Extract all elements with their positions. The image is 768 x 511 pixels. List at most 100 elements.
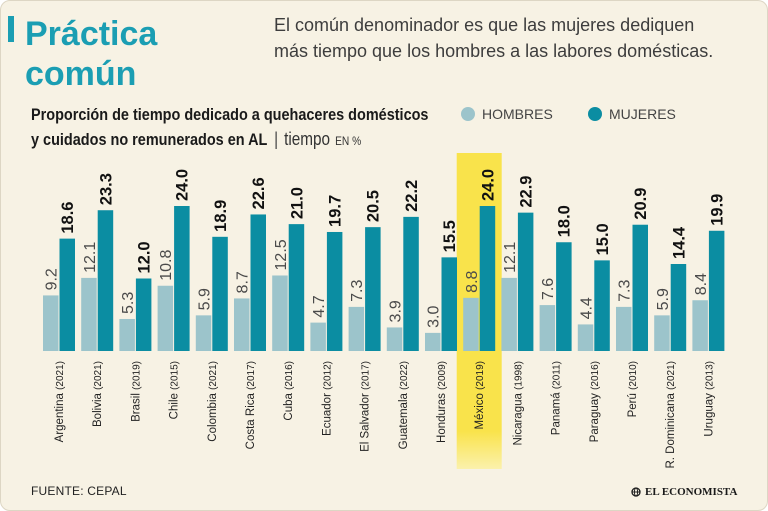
bar-group-mexico: 8.8 24.0 México (2019) bbox=[463, 169, 497, 430]
bar-hombres-el-salvador bbox=[348, 306, 365, 351]
bar-hombres-peru bbox=[616, 306, 632, 351]
bar-group-peru: 7.3 20.9 Perú (2010) bbox=[616, 188, 650, 417]
bar-mujeres-costa-rica bbox=[250, 214, 266, 351]
bar-mujeres-uruguay bbox=[708, 230, 725, 351]
country-year: (2017) bbox=[361, 361, 372, 390]
value-label-mujeres-uruguay: 19.9 bbox=[708, 194, 726, 226]
bar-group-uruguay: 8.4 19.9 Uruguay (2013) bbox=[692, 194, 726, 437]
bar-mujeres-r-dominicana bbox=[670, 264, 687, 351]
unit-label: tiempo bbox=[284, 129, 331, 149]
value-label-mujeres-r-dominicana: 14.4 bbox=[670, 226, 688, 259]
value-label-hombres-brasil: 5.3 bbox=[120, 292, 137, 314]
bar-group-el-salvador: 7.3 20.5 El Salvador (2017) bbox=[348, 190, 383, 452]
bar-mujeres-paraguay bbox=[594, 260, 610, 351]
bar-group-honduras: 3.0 15.5 Honduras (2009) bbox=[425, 220, 459, 443]
country-label-r-dominicana: R. Dominicana (2021) bbox=[665, 361, 677, 469]
page-title-line-2: común bbox=[25, 55, 137, 93]
bar-hombres-argentina bbox=[43, 295, 59, 351]
bar-group-costa-rica: 8.7 22.6 Costa Rica (2017) bbox=[234, 177, 268, 449]
bar-hombres-uruguay bbox=[692, 300, 708, 351]
country-name: Cuba bbox=[283, 390, 295, 421]
country-year: (2021) bbox=[55, 361, 66, 390]
country-year: (2017) bbox=[246, 361, 257, 390]
bar-hombres-cuba bbox=[272, 275, 288, 351]
bar-mujeres-colombia bbox=[212, 236, 228, 351]
country-year: (2013) bbox=[704, 361, 715, 390]
chart-title-line-1: Proporción de tiempo dedicado a quehacer… bbox=[31, 105, 429, 124]
subtitle-line-1: El común denominador es que las mujeres … bbox=[274, 15, 695, 35]
country-label-el-salvador: El Salvador (2017) bbox=[360, 361, 372, 452]
value-label-hombres-argentina: 9.2 bbox=[44, 268, 61, 290]
value-label-hombres-guatemala: 3.9 bbox=[387, 300, 404, 322]
country-name: Perú bbox=[627, 390, 639, 418]
country-label-honduras: Honduras (2009) bbox=[436, 361, 448, 443]
bar-mujeres-ecuador bbox=[326, 231, 343, 351]
country-year: (2015) bbox=[170, 361, 181, 390]
country-year: (2021) bbox=[666, 361, 677, 390]
bar-mujeres-guatemala bbox=[403, 216, 419, 351]
country-label-guatemala: Guatemala (2022) bbox=[398, 361, 410, 449]
country-name: Argentina bbox=[54, 390, 66, 442]
value-label-hombres-cuba: 12.5 bbox=[273, 239, 290, 270]
value-label-mujeres-nicaragua: 22.9 bbox=[517, 176, 535, 208]
bar-mujeres-cuba bbox=[288, 224, 305, 351]
bar-group-paraguay: 4.4 15.0 Paraguay (2016) bbox=[577, 223, 612, 442]
country-year: (1998) bbox=[513, 361, 524, 390]
country-year: (2016) bbox=[284, 361, 295, 390]
country-label-mexico: México (2019) bbox=[474, 361, 486, 430]
value-label-mujeres-cuba: 21.0 bbox=[288, 187, 306, 219]
value-label-mujeres-guatemala: 22.2 bbox=[403, 180, 421, 212]
country-name: Panamá bbox=[551, 389, 563, 435]
value-label-hombres-ecuador: 4.7 bbox=[311, 295, 328, 317]
bar-hombres-bolivia bbox=[81, 277, 97, 351]
bar-hombres-chile bbox=[157, 285, 174, 351]
el-economista-logo: EL ECONOMISTA bbox=[631, 485, 737, 499]
country-label-panama: Panamá (2011) bbox=[551, 361, 563, 435]
country-year: (2021) bbox=[93, 361, 104, 390]
bar-hombres-r-dominicana bbox=[654, 315, 670, 351]
bar-mujeres-mexico bbox=[479, 206, 496, 351]
country-label-cuba: Cuba (2016) bbox=[283, 361, 295, 421]
subtitle-line-2: más tiempo que los hombres a las labores… bbox=[274, 41, 714, 61]
country-name: Uruguay bbox=[703, 390, 715, 437]
unit-separator: | bbox=[274, 129, 279, 149]
country-year: (2019) bbox=[475, 361, 486, 390]
country-name: Brasil bbox=[130, 390, 142, 422]
value-label-hombres-mexico: 8.8 bbox=[464, 270, 481, 292]
chart-title-line-2-text: y cuidados no remunerados en AL bbox=[31, 130, 268, 149]
bar-group-chile: 10.8 24.0 Chile (2015) bbox=[157, 169, 192, 419]
value-label-mujeres-paraguay: 15.0 bbox=[594, 223, 612, 255]
country-name: Ecuador bbox=[321, 390, 333, 436]
bar-hombres-colombia bbox=[195, 315, 212, 351]
bar-group-r-dominicana: 5.9 14.4 R. Dominicana (2021) bbox=[654, 226, 688, 469]
bar-mujeres-chile bbox=[174, 206, 190, 351]
country-label-argentina: Argentina (2021) bbox=[54, 361, 66, 442]
value-label-mujeres-argentina: 18.6 bbox=[59, 202, 77, 234]
legend-label-hombres: HOMBRES bbox=[482, 106, 553, 122]
bar-group-bolivia: 12.1 23.3 Bolivia (2021) bbox=[81, 173, 115, 427]
country-name: Guatemala bbox=[398, 390, 410, 449]
bar-hombres-paraguay bbox=[577, 324, 594, 351]
bar-mujeres-nicaragua bbox=[517, 212, 534, 351]
bar-mujeres-honduras bbox=[441, 257, 457, 351]
country-name: Bolivia bbox=[92, 390, 104, 427]
country-label-peru: Perú (2010) bbox=[627, 361, 639, 417]
bar-mujeres-peru bbox=[632, 224, 648, 351]
value-label-mujeres-peru: 20.9 bbox=[632, 188, 650, 220]
value-label-hombres-chile: 10.8 bbox=[158, 250, 175, 281]
page-title: Práctica común bbox=[25, 14, 157, 94]
bar-hombres-ecuador bbox=[310, 322, 326, 351]
bar-group-colombia: 5.9 18.9 Colombia (2021) bbox=[195, 200, 230, 442]
bar-group-brasil: 5.3 12.0 Brasil (2019) bbox=[119, 241, 153, 422]
bar-group-panama: 7.6 18.0 Panamá (2011) bbox=[539, 205, 574, 435]
bar-group-argentina: 9.2 18.6 Argentina (2021) bbox=[43, 202, 77, 442]
country-label-costa-rica: Costa Rica (2017) bbox=[245, 361, 257, 449]
country-name: Chile bbox=[169, 390, 181, 419]
value-label-hombres-nicaragua: 12.1 bbox=[502, 242, 519, 273]
value-label-mujeres-brasil: 12.0 bbox=[135, 241, 153, 273]
country-label-paraguay: Paraguay (2016) bbox=[589, 361, 601, 442]
country-name: Colombia bbox=[207, 390, 219, 442]
value-label-mujeres-mexico: 24.0 bbox=[479, 169, 497, 201]
legend-label-mujeres: MUJERES bbox=[609, 106, 676, 122]
